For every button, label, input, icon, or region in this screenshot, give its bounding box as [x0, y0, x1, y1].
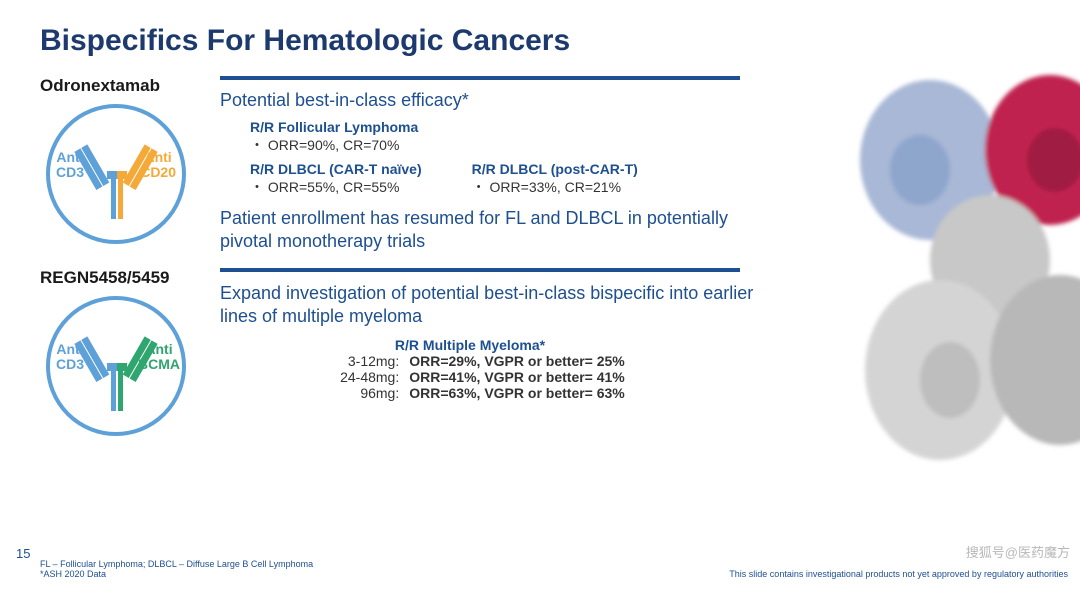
dlbcl2-header: R/R DLBCL (post-CAR-T): [472, 161, 638, 177]
dlbcl1-bullet: ・ ORR=55%, CR=55%: [250, 177, 422, 197]
antibody-diagram-2: AntiCD3 AntiBCMA: [46, 296, 186, 436]
arm-r-label: AntiCD20: [140, 150, 176, 181]
mm-rows: 3-12mg:ORR=29%, VGPR or better= 25%24-48…: [220, 353, 780, 401]
drug2-lead: Expand investigation of potential best-i…: [220, 282, 780, 329]
section-bar: [220, 76, 740, 80]
arm-l-label: AntiCD3: [56, 150, 84, 181]
mm-row: 24-48mg:ORR=41%, VGPR or better= 41%: [220, 369, 720, 385]
mm-header: R/R Multiple Myeloma*: [220, 337, 720, 353]
dlbcl2-bullet: ・ ORR=33%, CR=21%: [472, 177, 638, 197]
drug2-name: REGN5458/5459: [40, 268, 220, 288]
fl-bullet: ・ ORR=90%, CR=70%: [250, 135, 780, 155]
watermark: 搜狐号@医药魔方: [966, 542, 1070, 561]
protein-structure-icon: [820, 70, 1080, 490]
page-number: 15: [16, 546, 30, 561]
mm-row: 3-12mg:ORR=29%, VGPR or better= 25%: [220, 353, 720, 369]
antibody-diagram-1: AntiCD3 AntiCD20: [46, 104, 186, 244]
arm-l-label: AntiCD3: [56, 342, 84, 373]
drug1-note: Patient enrollment has resumed for FL an…: [220, 207, 780, 254]
arm-r-label: AntiBCMA: [138, 342, 180, 373]
footnote-left: FL – Follicular Lymphoma; DLBCL – Diffus…: [40, 559, 313, 579]
slide-title: Bispecifics For Hematologic Cancers: [40, 24, 1040, 58]
mm-row: 96mg:ORR=63%, VGPR or better= 63%: [220, 385, 720, 401]
drug1-lead: Potential best-in-class efficacy*: [220, 90, 780, 111]
drug1-name: Odronextamab: [40, 76, 220, 96]
footnote-right: This slide contains investigational prod…: [729, 569, 1068, 579]
section-bar: [220, 268, 740, 272]
dlbcl1-header: R/R DLBCL (CAR-T naïve): [250, 161, 422, 177]
fl-header: R/R Follicular Lymphoma: [250, 119, 780, 135]
